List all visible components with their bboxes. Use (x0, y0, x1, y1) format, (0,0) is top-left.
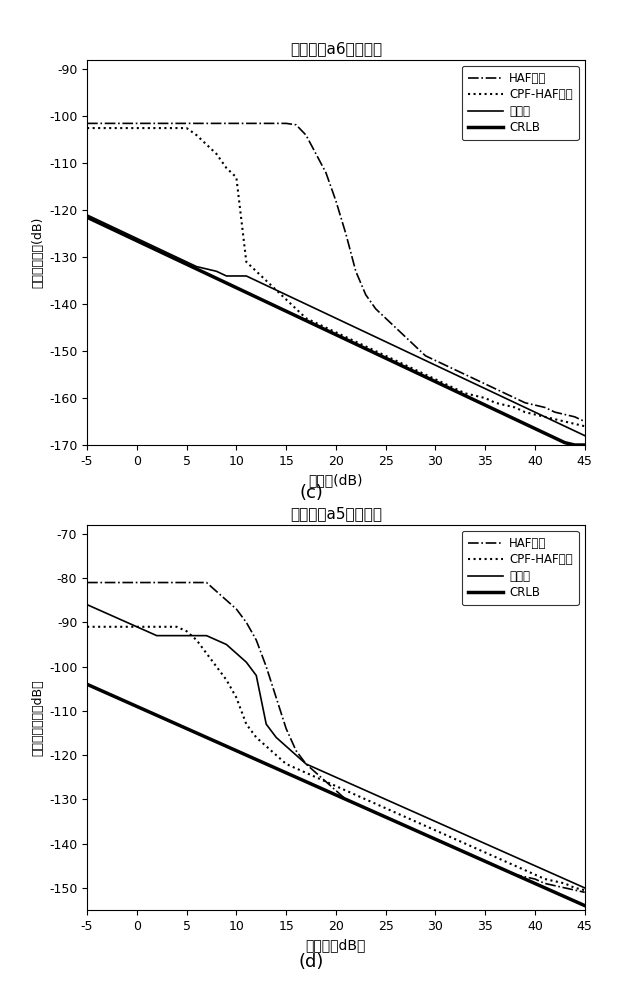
本发明 (83, 209, 91, 221)
CPF-HAF方法 (243, 718, 250, 730)
HAF方法 (193, 577, 200, 589)
CRLB (571, 895, 578, 907)
CPF-HAF方法 (442, 378, 449, 390)
HAF方法 (243, 117, 250, 129)
Line: CRLB: CRLB (87, 684, 585, 906)
CRLB (193, 727, 200, 739)
HAF方法 (581, 886, 588, 898)
Y-axis label: 最小均方误差（dB）: 最小均方误差（dB） (32, 679, 45, 756)
CPF-HAF方法 (193, 634, 200, 646)
本发明 (193, 261, 200, 273)
X-axis label: 信噪比(dB): 信噪比(dB) (309, 473, 363, 487)
本发明 (571, 425, 578, 437)
Title: 相位参数a5估计误差: 相位参数a5估计误差 (290, 506, 382, 521)
HAF方法 (442, 838, 449, 850)
本发明 (442, 820, 449, 832)
CPF-HAF方法 (233, 171, 240, 183)
CRLB (233, 745, 240, 757)
Text: (c): (c) (299, 484, 323, 502)
Line: CRLB: CRLB (87, 217, 585, 445)
本发明 (193, 630, 200, 642)
CPF-HAF方法 (571, 418, 578, 430)
HAF方法 (442, 359, 449, 371)
HAF方法 (581, 416, 588, 428)
CRLB (442, 380, 449, 392)
CPF-HAF方法 (412, 364, 419, 376)
CPF-HAF方法 (581, 420, 588, 432)
CRLB (243, 749, 250, 761)
本发明 (233, 270, 240, 282)
CRLB (571, 439, 578, 451)
Line: HAF方法: HAF方法 (87, 583, 585, 892)
HAF方法 (233, 603, 240, 615)
本发明 (243, 270, 250, 282)
HAF方法 (571, 884, 578, 896)
HAF方法 (412, 824, 419, 836)
CPF-HAF方法 (83, 621, 91, 633)
Line: 本发明: 本发明 (87, 605, 585, 888)
CRLB (83, 211, 91, 223)
本发明 (581, 882, 588, 894)
本发明 (571, 877, 578, 889)
CPF-HAF方法 (412, 815, 419, 827)
本发明 (412, 350, 419, 362)
CRLB (412, 824, 419, 836)
HAF方法 (83, 117, 91, 129)
Title: 相位参数a6估计误差: 相位参数a6估计误差 (290, 41, 382, 56)
Y-axis label: 最小均方误差(dB): 最小均方误差(dB) (32, 217, 45, 288)
CRLB (243, 286, 250, 298)
CPF-HAF方法 (571, 882, 578, 894)
CRLB (581, 439, 588, 451)
CPF-HAF方法 (83, 122, 91, 134)
HAF方法 (83, 577, 91, 589)
CRLB (233, 282, 240, 294)
CPF-HAF方法 (581, 884, 588, 896)
Line: CPF-HAF方法: CPF-HAF方法 (87, 627, 585, 890)
CRLB (193, 263, 200, 275)
HAF方法 (412, 340, 419, 352)
Line: CPF-HAF方法: CPF-HAF方法 (87, 128, 585, 426)
CRLB (442, 838, 449, 850)
HAF方法 (233, 117, 240, 129)
CPF-HAF方法 (193, 129, 200, 141)
本发明 (233, 647, 240, 659)
本发明 (442, 364, 449, 376)
CPF-HAF方法 (243, 256, 250, 268)
Line: 本发明: 本发明 (87, 215, 585, 436)
本发明 (83, 599, 91, 611)
CPF-HAF方法 (233, 692, 240, 704)
本发明 (581, 430, 588, 442)
Legend: HAF方法, CPF-HAF方法, 本发明, CRLB: HAF方法, CPF-HAF方法, 本发明, CRLB (462, 66, 579, 140)
CRLB (412, 366, 419, 378)
本发明 (412, 807, 419, 819)
HAF方法 (571, 411, 578, 423)
Legend: HAF方法, CPF-HAF方法, 本发明, CRLB: HAF方法, CPF-HAF方法, 本发明, CRLB (462, 531, 579, 605)
CRLB (581, 900, 588, 912)
Text: (d): (d) (299, 953, 323, 971)
CRLB (83, 678, 91, 690)
本发明 (243, 656, 250, 668)
HAF方法 (193, 117, 200, 129)
Line: HAF方法: HAF方法 (87, 123, 585, 422)
HAF方法 (243, 616, 250, 628)
X-axis label: 信噪比（dB）: 信噪比（dB） (305, 938, 366, 952)
CRLB (561, 437, 569, 449)
CPF-HAF方法 (442, 829, 449, 841)
